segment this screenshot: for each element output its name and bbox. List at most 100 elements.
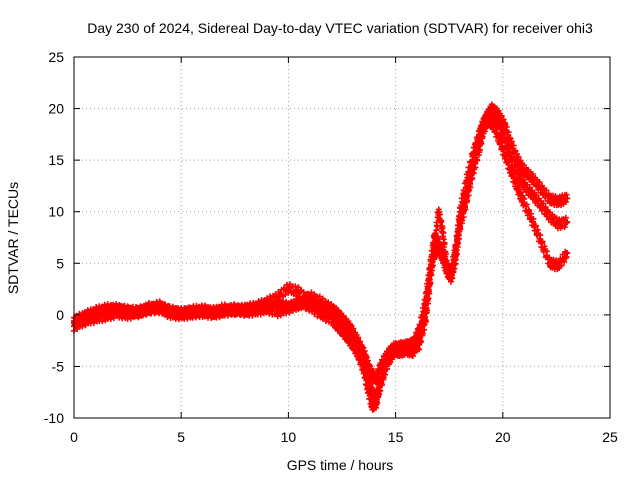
series-markers <box>71 114 571 413</box>
data-point <box>529 192 536 199</box>
data-point <box>146 304 153 311</box>
y-tick-label: -10 <box>44 410 64 426</box>
y-tick-label: -5 <box>52 358 65 374</box>
y-tick-label: 20 <box>48 101 64 117</box>
ticks <box>73 56 611 419</box>
y-tick-label: 10 <box>48 204 64 220</box>
data-point <box>480 126 487 133</box>
data-point <box>364 361 371 368</box>
data-point <box>92 314 99 321</box>
grid <box>74 57 610 418</box>
x-axis-label: GPS time / hours <box>287 457 394 473</box>
data-point <box>317 298 324 305</box>
data-point <box>360 348 367 355</box>
data-point <box>529 175 536 182</box>
x-tick-label: 0 <box>70 429 78 445</box>
data-point <box>396 348 403 355</box>
data-point <box>409 348 416 355</box>
x-tick-label: 25 <box>602 429 618 445</box>
data-point <box>521 182 528 189</box>
data-point <box>538 239 545 246</box>
data-point <box>167 310 174 317</box>
data-point <box>489 109 496 116</box>
data-point <box>564 219 571 226</box>
data-point <box>546 260 553 267</box>
data-point <box>514 186 521 193</box>
data-point <box>369 402 376 409</box>
data-point <box>463 177 470 184</box>
x-tick-label: 10 <box>281 429 297 445</box>
data-point <box>178 311 185 318</box>
x-tick-label: 20 <box>495 429 511 445</box>
data-point <box>341 330 348 337</box>
data-point <box>390 346 397 353</box>
data-layer <box>71 101 571 413</box>
data-point <box>431 234 438 241</box>
data-point <box>463 198 470 205</box>
data-point <box>538 186 545 193</box>
data-point <box>416 335 423 342</box>
data-point <box>124 311 131 318</box>
data-point <box>285 285 292 292</box>
data-point <box>508 155 515 162</box>
data-point <box>306 293 313 300</box>
y-axis-label: SDTVAR / TECUs <box>5 182 21 294</box>
data-point <box>296 298 303 305</box>
data-point <box>317 310 324 317</box>
data-point <box>514 170 521 177</box>
data-point <box>439 229 446 236</box>
x-tick-label: 15 <box>388 429 404 445</box>
data-point <box>469 169 476 176</box>
data-point <box>334 323 341 330</box>
plot-frame <box>73 56 611 419</box>
data-point <box>328 305 335 312</box>
data-point <box>484 117 491 124</box>
data-point <box>546 213 553 220</box>
data-point <box>521 167 528 174</box>
data-point <box>373 400 380 407</box>
data-point <box>431 252 438 259</box>
data-point <box>135 308 142 315</box>
data-point <box>81 318 88 325</box>
data-point <box>564 195 571 202</box>
data-point <box>347 338 354 345</box>
y-tick-label: 0 <box>56 307 64 323</box>
data-point <box>347 325 354 332</box>
data-point <box>555 262 562 269</box>
series-track-c <box>71 114 571 413</box>
data-point <box>156 305 163 312</box>
data-point <box>529 219 536 226</box>
data-point <box>501 136 508 143</box>
data-point <box>360 365 367 372</box>
y-tick-label: 15 <box>48 152 64 168</box>
y-tick-label: 5 <box>56 255 64 271</box>
data-point <box>403 346 410 353</box>
data-point <box>328 315 335 322</box>
data-point <box>242 308 249 315</box>
data-point <box>188 310 195 317</box>
x-tick-label: 5 <box>177 429 185 445</box>
data-point <box>456 224 463 231</box>
data-point <box>448 274 455 281</box>
data-point <box>306 303 313 310</box>
data-point <box>452 256 459 263</box>
data-point <box>369 371 376 378</box>
data-point <box>426 272 433 279</box>
data-point <box>546 196 553 203</box>
data-point <box>199 307 206 314</box>
data-point <box>538 202 545 209</box>
data-point <box>444 268 451 275</box>
series-markers <box>71 101 571 406</box>
data-point <box>103 312 110 319</box>
data-point <box>435 244 442 251</box>
series-markers <box>71 106 571 386</box>
data-point <box>564 249 571 256</box>
data-point <box>113 309 120 316</box>
chart-title: Day 230 of 2024, Sidereal Day-to-day VTE… <box>87 20 593 36</box>
data-point <box>495 134 502 141</box>
data-point <box>364 385 371 392</box>
data-point <box>253 307 260 314</box>
data-point <box>422 306 429 313</box>
data-point <box>285 305 292 312</box>
data-point <box>508 169 515 176</box>
